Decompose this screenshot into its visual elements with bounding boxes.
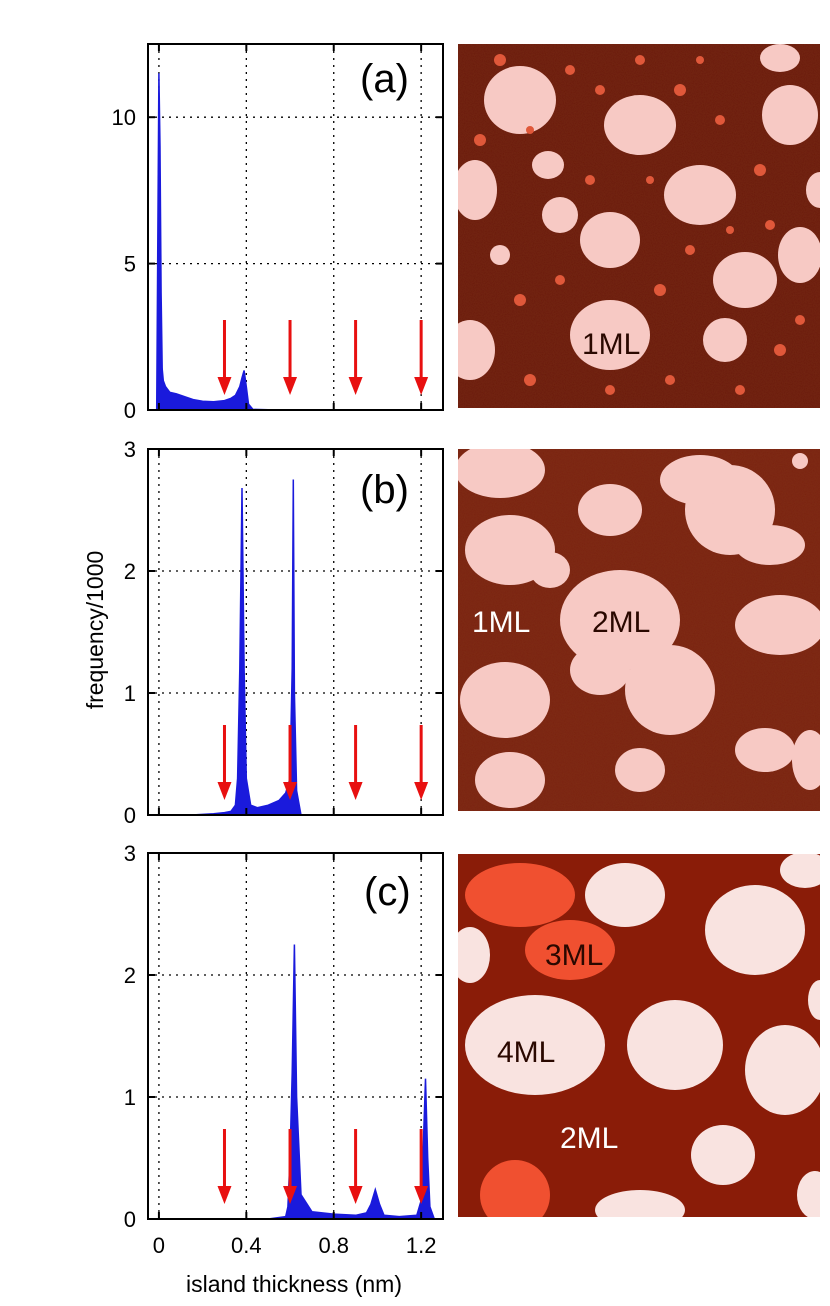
y-tick-label-a-2: 10 — [112, 105, 136, 130]
y-tick-label-c-0: 0 — [124, 1207, 136, 1232]
y-tick-label-a-0: 0 — [124, 398, 136, 423]
x-tick-label-2: 0.8 — [318, 1233, 349, 1258]
y-tick-label-b-3: 3 — [124, 437, 136, 462]
y-tick-label-b-1: 1 — [124, 681, 136, 706]
histogram-b — [191, 479, 302, 816]
grid-b — [148, 449, 443, 815]
plot-frame-b — [147, 448, 444, 816]
panel-label-c: (c) — [364, 870, 411, 914]
histogram-series-b — [191, 479, 302, 816]
arrow-head-a-1 — [283, 377, 298, 395]
histogram-series-a — [155, 73, 291, 411]
arrow-head-c-3 — [414, 1186, 429, 1204]
afm-label-b-2ml: 2ML — [592, 606, 650, 639]
chart-panel-b: 0 1 2 3 (b) — [124, 437, 444, 828]
x-tick-label-0: 0 — [153, 1233, 165, 1258]
ticks-c: 0 1 2 3 0 0.4 0.8 1.2 — [124, 841, 443, 1258]
y-tick-label-c-1: 1 — [124, 1085, 136, 1110]
chart-panel-c: 0 1 2 3 0 0.4 0.8 1.2 (c) — [124, 841, 444, 1258]
y-tick-label-c-3: 3 — [124, 841, 136, 866]
chart-panel-a: 0 5 10 (a) — [112, 43, 444, 423]
arrow-head-c-0 — [217, 1186, 232, 1204]
ticks-a: 0 5 10 — [112, 44, 443, 423]
afm-image-c: 3ML 4ML 2ML — [458, 854, 820, 1217]
arrow-head-a-0 — [217, 377, 232, 395]
histogram-a — [155, 73, 291, 411]
plot-frame-c — [147, 852, 444, 1220]
y-tick-label-b-2: 2 — [124, 559, 136, 584]
plot-frame-a — [147, 43, 444, 411]
y-axis-title: frequency/1000 — [82, 551, 108, 710]
arrow-head-b-1 — [283, 782, 298, 800]
afm-label-a-1ml: 1ML — [582, 328, 640, 361]
histogram-c — [268, 944, 436, 1220]
arrow-head-c-2 — [348, 1186, 363, 1204]
arrow-head-a-2 — [348, 377, 363, 395]
arrows-b — [217, 725, 429, 800]
arrows-c — [217, 1129, 429, 1204]
afm-label-b-1ml: 1ML — [472, 606, 530, 639]
arrow-head-b-3 — [414, 782, 429, 800]
afm-image-b: 1ML 2ML — [458, 449, 820, 811]
x-tick-label-1: 0.4 — [231, 1233, 262, 1258]
arrows-a — [217, 320, 429, 395]
afm-label-c-4ml: 4ML — [497, 1036, 555, 1069]
histogram-series-c — [268, 944, 436, 1220]
arrow-head-b-2 — [348, 782, 363, 800]
afm-label-c-2ml: 2ML — [560, 1122, 618, 1155]
arrow-head-c-1 — [283, 1186, 298, 1204]
y-tick-label-c-2: 2 — [124, 963, 136, 988]
panel-label-b: (b) — [360, 468, 409, 512]
arrow-head-b-0 — [217, 782, 232, 800]
x-tick-label-3: 1.2 — [406, 1233, 437, 1258]
panel-label-a: (a) — [360, 57, 409, 101]
afm-label-c-3ml: 3ML — [545, 939, 603, 972]
y-tick-label-b-0: 0 — [124, 803, 136, 828]
arrow-head-a-3 — [414, 377, 429, 395]
x-axis-title: island thickness (nm) — [186, 1271, 402, 1297]
afm-image-a: 1ML — [458, 44, 820, 408]
y-tick-label-a-1: 5 — [124, 252, 136, 277]
